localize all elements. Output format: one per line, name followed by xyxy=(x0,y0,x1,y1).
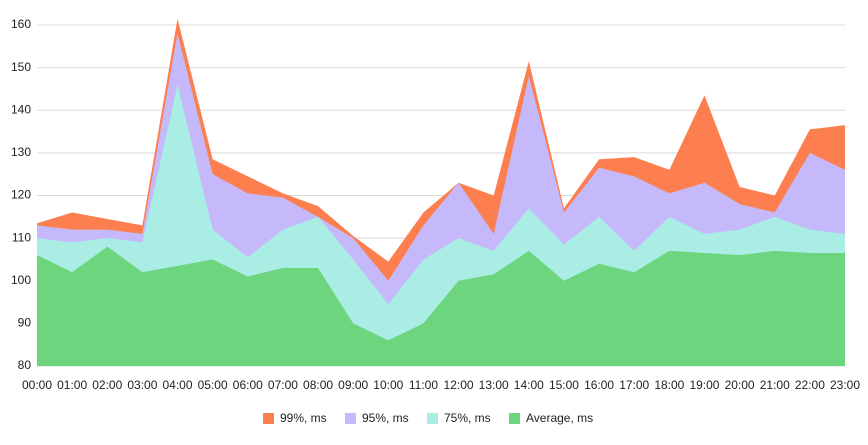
legend-label: 75%, ms xyxy=(444,411,491,425)
legend-swatch xyxy=(509,413,520,424)
x-tick-label: 04:00 xyxy=(163,378,193,392)
x-tick-label: 14:00 xyxy=(514,378,544,392)
legend-swatch xyxy=(263,413,274,424)
x-tick-label: 03:00 xyxy=(127,378,157,392)
legend-swatch xyxy=(427,413,438,424)
x-tick-label: 02:00 xyxy=(92,378,122,392)
x-tick-label: 15:00 xyxy=(549,378,579,392)
y-tick-label: 160 xyxy=(11,17,31,31)
x-tick-label: 05:00 xyxy=(198,378,228,392)
x-tick-label: 12:00 xyxy=(444,378,474,392)
y-tick-label: 140 xyxy=(11,102,31,116)
x-tick-label: 08:00 xyxy=(303,378,333,392)
y-tick-label: 120 xyxy=(11,188,31,202)
x-tick-label: 06:00 xyxy=(233,378,263,392)
x-tick-label: 22:00 xyxy=(795,378,825,392)
legend-label: 95%, ms xyxy=(362,411,409,425)
x-tick-label: 16:00 xyxy=(584,378,614,392)
x-tick-label: 07:00 xyxy=(268,378,298,392)
x-tick-label: 19:00 xyxy=(689,378,719,392)
y-tick-label: 130 xyxy=(11,145,31,159)
legend-label: Average, ms xyxy=(526,411,593,425)
x-tick-label: 09:00 xyxy=(338,378,368,392)
x-tick-label: 23:00 xyxy=(830,378,860,392)
y-tick-label: 90 xyxy=(18,316,32,330)
x-tick-label: 17:00 xyxy=(619,378,649,392)
y-tick-label: 80 xyxy=(18,358,32,372)
x-tick-label: 01:00 xyxy=(57,378,87,392)
y-tick-label: 110 xyxy=(12,230,31,244)
x-tick-label: 11:00 xyxy=(409,378,438,392)
legend-swatch xyxy=(345,413,356,424)
y-tick-label: 150 xyxy=(11,60,31,74)
x-tick-label: 00:00 xyxy=(22,378,52,392)
y-tick-label: 100 xyxy=(11,273,31,287)
x-tick-label: 20:00 xyxy=(725,378,755,392)
area xyxy=(37,246,845,366)
x-tick-label: 18:00 xyxy=(654,378,684,392)
x-tick-label: 10:00 xyxy=(373,378,403,392)
legend-label: 99%, ms xyxy=(280,411,327,425)
x-tick-label: 13:00 xyxy=(479,378,509,392)
x-tick-label: 21:00 xyxy=(760,378,790,392)
